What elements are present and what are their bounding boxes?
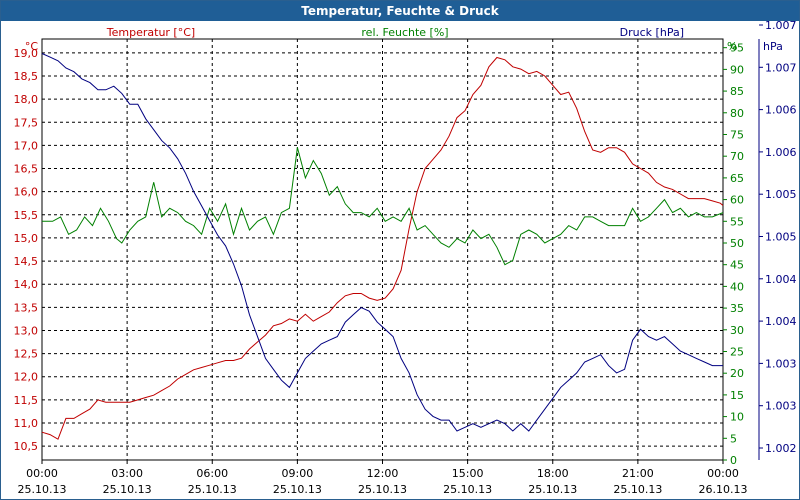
temperature-tick-label: 15,0	[14, 232, 39, 245]
x-tick-label-time: 03:00	[111, 467, 143, 480]
grid-lines	[41, 38, 724, 461]
humidity-tick-label: 70	[730, 150, 744, 163]
temperature-tick-label: 11,0	[14, 417, 39, 430]
humidity-tick-label: 15	[730, 389, 744, 402]
humidity-tick-label: 0	[730, 454, 737, 467]
humidity-tick-label: 65	[730, 172, 744, 185]
humidity-tick-label: 60	[730, 194, 744, 207]
window-title: Temperatur, Feuchte & Druck	[1, 1, 799, 21]
humidity-tick-label: 80	[730, 107, 744, 120]
humidity-tick-label: 55	[730, 215, 744, 228]
pressure-tick-label: 1.006	[765, 146, 797, 159]
x-tick-label-date: 26.10.13	[699, 483, 748, 496]
x-tick-label-time: 00:00	[707, 467, 739, 480]
temperature-tick-label: 13,5	[14, 301, 39, 314]
temperature-tick-label: 14,5	[14, 255, 39, 268]
temperature-tick-label: 17,5	[14, 116, 39, 129]
x-tick-label-time: 21:00	[622, 467, 654, 480]
x-tick-label-time: 12:00	[367, 467, 399, 480]
temperature-tick-label: 10,5	[14, 440, 39, 453]
humidity-tick-label: 35	[730, 302, 744, 315]
x-tick-label-time: 00:00	[26, 467, 58, 480]
x-tick-label-date: 25.10.13	[528, 483, 577, 496]
humidity-tick-label: 50	[730, 237, 744, 250]
temperature-tick-label: 16,0	[14, 186, 39, 199]
humidity-tick-label: 95	[730, 42, 744, 55]
humidity-tick-label: 90	[730, 63, 744, 76]
humidity-tick-label: 5	[730, 432, 737, 445]
temperature-tick-label: 16,5	[14, 163, 39, 176]
humidity-tick-label: 75	[730, 128, 744, 141]
x-tick-label-date: 25.10.13	[103, 483, 152, 496]
temperature-tick-label: 11,5	[14, 394, 39, 407]
x-tick-label-time: 15:00	[452, 467, 484, 480]
temperature-tick-label: 18,0	[14, 93, 39, 106]
pressure-tick-label: 1.007	[765, 19, 797, 32]
pressure-tick-label: 1.007	[765, 61, 797, 74]
axis-labels: 00:00 25.10.13 03:00 25.10.13 06:00 25.10.13 0…	[14, 19, 797, 496]
humidity-series-line	[42, 147, 724, 266]
pressure-series-line	[41, 53, 723, 432]
humidity-tick-label: 30	[730, 324, 744, 337]
humidity-tick-label: 45	[730, 259, 744, 272]
temperature-tick-label: 19,0	[14, 47, 39, 60]
x-tick-label-date: 25.10.13	[443, 483, 492, 496]
temperature-tick-label: 12,5	[14, 348, 39, 361]
humidity-tick-label: 20	[730, 367, 744, 380]
temperature-unit-label: °C	[25, 40, 39, 53]
x-tick-label-date: 25.10.13	[18, 483, 67, 496]
humidity-tick-label: 25	[730, 345, 744, 358]
x-tick-label-date: 25.10.13	[613, 483, 662, 496]
x-tick-label-time: 18:00	[537, 467, 569, 480]
x-tick-label-time: 06:00	[196, 467, 228, 480]
pressure-unit-label: hPa	[763, 40, 783, 53]
temperature-tick-label: 17,0	[14, 139, 39, 152]
pressure-tick-label: 1.004	[765, 315, 797, 328]
temperature-tick-label: 14,0	[14, 278, 39, 291]
x-tick-label-date: 25.10.13	[188, 483, 237, 496]
pressure-tick-label: 1.003	[765, 357, 797, 370]
pressure-tick-label: 1.002	[765, 442, 797, 455]
pressure-tick-label: 1.004	[765, 273, 797, 286]
pressure-axis-title: Druck [hPa]	[620, 26, 684, 39]
x-tick-label-date: 25.10.13	[273, 483, 322, 496]
temperature-tick-label: 15,5	[14, 209, 39, 222]
humidity-tick-label: 10	[730, 411, 744, 424]
temperature-tick-label: 13,0	[14, 324, 39, 337]
temperature-tick-label: 12,0	[14, 371, 39, 384]
humidity-tick-label: 40	[730, 280, 744, 293]
pressure-tick-label: 1.005	[765, 231, 797, 244]
temperature-series-line	[41, 56, 724, 440]
pressure-tick-label: 1.006	[765, 104, 797, 117]
x-tick-label-date: 25.10.13	[358, 483, 407, 496]
axes	[41, 24, 763, 464]
humidity-axis-title: rel. Feuchte [%]	[361, 26, 448, 39]
series-lines	[41, 53, 724, 440]
temperature-axis-title: Temperatur [°C]	[106, 26, 195, 39]
humidity-unit-label: %	[727, 40, 737, 53]
pressure-tick-label: 1.003	[765, 400, 797, 413]
pressure-tick-label: 1.005	[765, 188, 797, 201]
temperature-tick-label: 18,5	[14, 70, 39, 83]
x-tick-label-time: 09:00	[282, 467, 314, 480]
humidity-tick-label: 85	[730, 85, 744, 98]
